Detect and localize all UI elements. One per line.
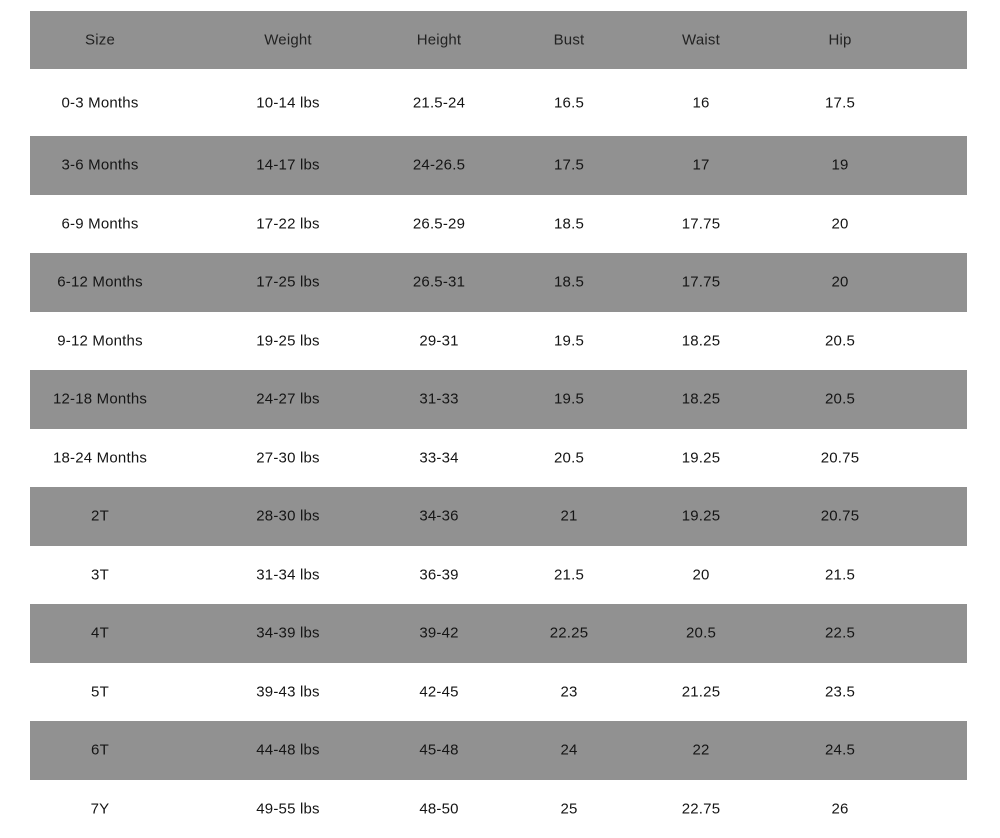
table-row: 18-24 Months 27-30 lbs 33-34 20.5 19.25 20.75 xyxy=(30,429,967,488)
cell-weight: 44-48 lbs xyxy=(256,742,320,759)
cell-bust: 18.5 xyxy=(554,274,584,291)
table-row: 3T 31-34 lbs 36-39 21.5 20 21.5 xyxy=(30,546,967,605)
table-row: 5T 39-43 lbs 42-45 23 21.25 23.5 xyxy=(30,663,967,722)
cell-weight: 39-43 lbs xyxy=(256,683,320,700)
cell-weight: 28-30 lbs xyxy=(256,508,320,525)
cell-bust: 19.5 xyxy=(554,391,584,408)
cell-size: 18-24 Months xyxy=(53,449,147,466)
cell-waist: 19.25 xyxy=(682,508,721,525)
table-row: 6-12 Months 17-25 lbs 26.5-31 18.5 17.75 20 xyxy=(30,253,967,312)
cell-waist: 22 xyxy=(692,742,709,759)
cell-waist: 19.25 xyxy=(682,449,721,466)
cell-height: 39-42 xyxy=(419,625,458,642)
cell-bust: 19.5 xyxy=(554,332,584,349)
table-row: 6T 44-48 lbs 45-48 24 22 24.5 xyxy=(30,721,967,780)
cell-hip: 20.5 xyxy=(825,332,855,349)
cell-size: 7Y xyxy=(91,800,110,817)
cell-weight: 19-25 lbs xyxy=(256,332,320,349)
cell-height: 24-26.5 xyxy=(413,157,465,174)
cell-hip: 17.5 xyxy=(825,94,855,111)
cell-weight: 24-27 lbs xyxy=(256,391,320,408)
cell-bust: 17.5 xyxy=(554,157,584,174)
cell-height: 33-34 xyxy=(419,449,458,466)
cell-weight: 17-25 lbs xyxy=(256,274,320,291)
cell-waist: 18.25 xyxy=(682,332,721,349)
cell-hip: 26 xyxy=(831,800,848,817)
cell-bust: 22.25 xyxy=(550,625,589,642)
cell-height: 26.5-31 xyxy=(413,274,465,291)
table-row: 2T 28-30 lbs 34-36 21 19.25 20.75 xyxy=(30,487,967,546)
table-header: Size Weight Height Bust Waist Hip xyxy=(30,11,967,69)
cell-hip: 20.75 xyxy=(821,449,860,466)
header-waist: Waist xyxy=(682,32,720,49)
cell-waist: 21.25 xyxy=(682,683,721,700)
cell-bust: 20.5 xyxy=(554,449,584,466)
cell-weight: 10-14 lbs xyxy=(256,94,320,111)
cell-hip: 20 xyxy=(831,274,848,291)
header-size: Size xyxy=(85,32,115,49)
cell-size: 12-18 Months xyxy=(53,391,147,408)
cell-height: 42-45 xyxy=(419,683,458,700)
cell-bust: 18.5 xyxy=(554,215,584,232)
cell-weight: 34-39 lbs xyxy=(256,625,320,642)
cell-waist: 18.25 xyxy=(682,391,721,408)
cell-height: 48-50 xyxy=(419,800,458,817)
cell-size: 3T xyxy=(91,566,109,583)
cell-weight: 49-55 lbs xyxy=(256,800,320,817)
cell-height: 45-48 xyxy=(419,742,458,759)
cell-height: 36-39 xyxy=(419,566,458,583)
cell-size: 0-3 Months xyxy=(61,94,138,111)
cell-size: 3-6 Months xyxy=(61,157,138,174)
cell-waist: 20.5 xyxy=(686,625,716,642)
cell-bust: 21 xyxy=(560,508,577,525)
cell-hip: 21.5 xyxy=(825,566,855,583)
cell-bust: 23 xyxy=(560,683,577,700)
cell-weight: 31-34 lbs xyxy=(256,566,320,583)
header-bust: Bust xyxy=(554,32,585,49)
cell-size: 5T xyxy=(91,683,109,700)
cell-hip: 24.5 xyxy=(825,742,855,759)
cell-size: 6-12 Months xyxy=(57,274,143,291)
cell-bust: 25 xyxy=(560,800,577,817)
cell-bust: 21.5 xyxy=(554,566,584,583)
cell-size: 6-9 Months xyxy=(61,215,138,232)
header-weight: Weight xyxy=(264,32,312,49)
table-row: 12-18 Months 24-27 lbs 31-33 19.5 18.25 20.5 xyxy=(30,370,967,429)
cell-weight: 27-30 lbs xyxy=(256,449,320,466)
header-hip: Hip xyxy=(828,32,851,49)
cell-bust: 24 xyxy=(560,742,577,759)
cell-height: 34-36 xyxy=(419,508,458,525)
cell-waist: 17.75 xyxy=(682,215,721,232)
cell-height: 31-33 xyxy=(419,391,458,408)
cell-size: 4T xyxy=(91,625,109,642)
cell-size: 9-12 Months xyxy=(57,332,143,349)
cell-size: 2T xyxy=(91,508,109,525)
cell-weight: 17-22 lbs xyxy=(256,215,320,232)
cell-hip: 20 xyxy=(831,215,848,232)
cell-bust: 16.5 xyxy=(554,94,584,111)
cell-height: 21.5-24 xyxy=(413,94,465,111)
cell-hip: 19 xyxy=(831,157,848,174)
cell-hip: 20.5 xyxy=(825,391,855,408)
table-row: 6-9 Months 17-22 lbs 26.5-29 18.5 17.75 20 xyxy=(30,195,967,254)
cell-waist: 22.75 xyxy=(682,800,721,817)
table-row: 4T 34-39 lbs 39-42 22.25 20.5 22.5 xyxy=(30,604,967,663)
table-row: 0-3 Months 10-14 lbs 21.5-24 16.5 16 17.5 xyxy=(30,69,967,136)
cell-hip: 22.5 xyxy=(825,625,855,642)
cell-height: 26.5-29 xyxy=(413,215,465,232)
header-height: Height xyxy=(417,32,462,49)
cell-waist: 17 xyxy=(692,157,709,174)
table-row: 3-6 Months 14-17 lbs 24-26.5 17.5 17 19 xyxy=(30,136,967,195)
cell-waist: 20 xyxy=(692,566,709,583)
cell-hip: 20.75 xyxy=(821,508,860,525)
table-row: 7Y 49-55 lbs 48-50 25 22.75 26 xyxy=(30,780,967,838)
cell-waist: 17.75 xyxy=(682,274,721,291)
table-row: 9-12 Months 19-25 lbs 29-31 19.5 18.25 20.5 xyxy=(30,312,967,371)
cell-weight: 14-17 lbs xyxy=(256,157,320,174)
cell-size: 6T xyxy=(91,742,109,759)
cell-waist: 16 xyxy=(692,94,709,111)
cell-hip: 23.5 xyxy=(825,683,855,700)
cell-height: 29-31 xyxy=(419,332,458,349)
